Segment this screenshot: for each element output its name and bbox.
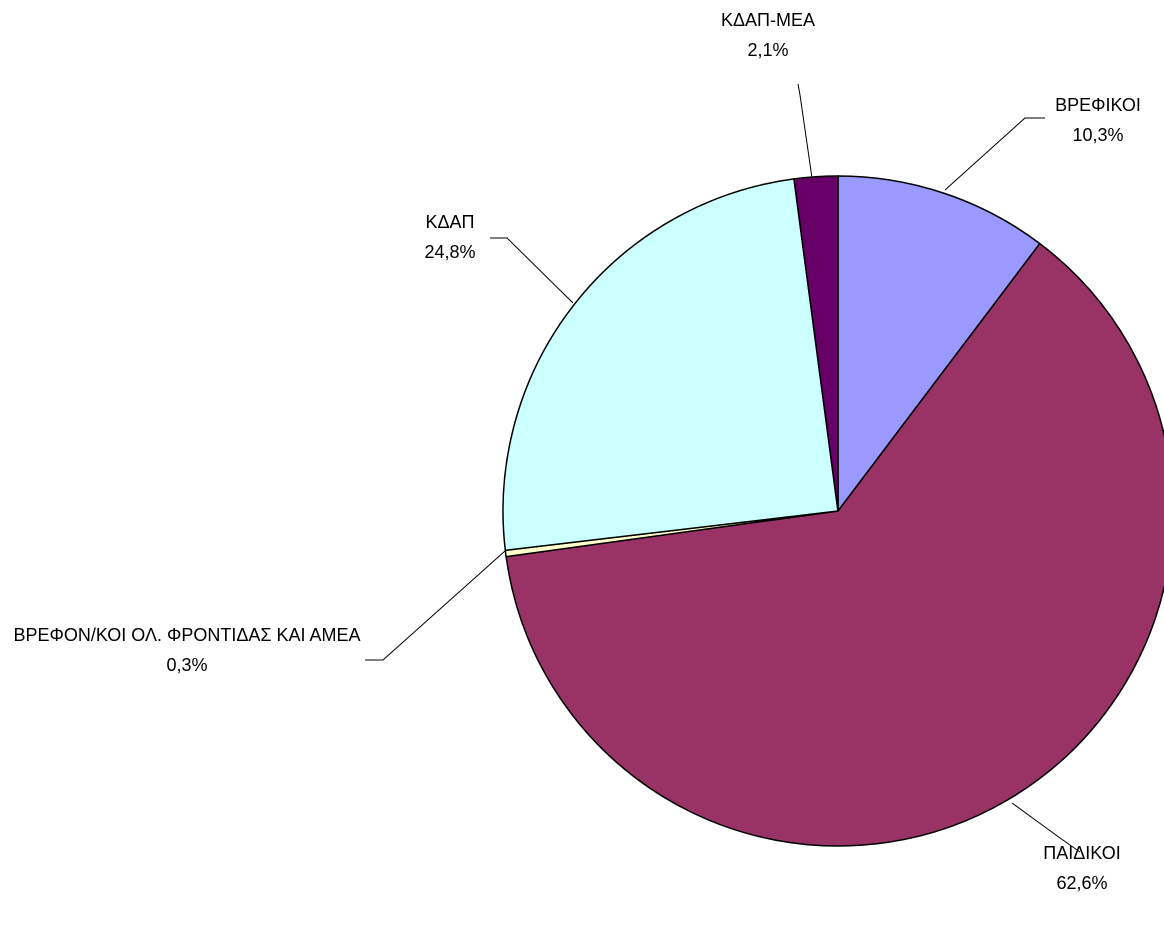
slice-label: ΚΔΑΠ 24,8% [380,207,520,267]
value-label: 2,1% [747,40,789,60]
category-name: ΚΔΑΠ [425,212,475,232]
slice-label: ΠΑΙΔΙΚΟΙ 62,6% [1012,838,1152,898]
pie-slice [505,242,1164,847]
category-name: ΠΑΙΔΙΚΟΙ [1043,843,1121,863]
leader-line [490,237,574,304]
pie-slice [837,175,1041,514]
category-name: ΒΡΕΦΙΚΟΙ [1055,95,1141,115]
pie-slice [502,178,839,552]
slice-label: ΚΔΑΠ-ΜΕΑ 2,1% [688,5,848,65]
value-label: 62,6% [1056,873,1108,893]
leader-line [365,550,506,661]
leader-line [944,117,1045,191]
leader-line [1011,802,1081,853]
pie-slice [793,175,839,512]
category-name: ΚΔΑΠ-ΜΕΑ [720,10,816,30]
leader-line [797,83,813,179]
slice-label: ΒΡΕΦΙΚΟΙ 10,3% [1028,90,1164,150]
value-label: 0,3% [166,655,208,675]
slice-label: ΒΡΕΦΟΝ/ΚΟΙ ΟΛ. ΦΡΟΝΤΙΔΑΣ ΚΑΙ ΑΜΕΑ 0,3% [7,620,367,680]
category-name: ΒΡΕΦΟΝ/ΚΟΙ ΟΛ. ΦΡΟΝΤΙΔΑΣ ΚΑΙ ΑΜΕΑ [13,625,361,645]
value-label: 10,3% [1072,125,1124,145]
value-label: 24,8% [424,242,476,262]
